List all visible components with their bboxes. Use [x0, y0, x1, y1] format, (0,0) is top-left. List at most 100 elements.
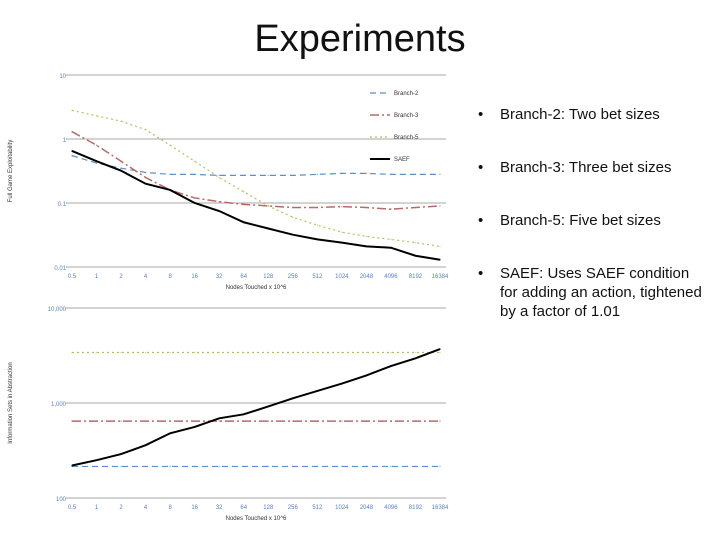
- chart-1-x-tick-label: 16384: [432, 505, 449, 511]
- chart-1-x-tick-label: 8192: [409, 505, 423, 511]
- chart-0-x-tick-label: 2: [119, 274, 123, 280]
- chart-0-x-tick-label: 16: [191, 274, 198, 280]
- chart-1-series-saef: [71, 348, 441, 467]
- chart-0-x-tick-label: 16384: [432, 274, 449, 280]
- chart-0-point-branch5: [120, 120, 122, 122]
- chart-0-series-saef: [71, 150, 441, 261]
- chart-1-x-tick-label: 16: [191, 505, 198, 511]
- chart-0-series-branch2: [71, 155, 440, 176]
- chart-1-point-saef: [341, 382, 343, 385]
- chart-0-point-branch5: [292, 216, 294, 218]
- chart-1-point-branch2: [365, 465, 368, 468]
- chart-0-point-branch3: [439, 205, 441, 207]
- chart-1-point-branch5: [193, 351, 196, 354]
- chart-0-x-tick-label: 1024: [335, 274, 349, 280]
- chart-1-point-saef: [292, 397, 294, 400]
- chart-1-point-saef: [414, 357, 417, 360]
- chart-1-point-branch2: [95, 465, 98, 468]
- chart-1-point-saef: [71, 464, 73, 467]
- chart-0-y-tick-label: 0.01: [54, 266, 66, 272]
- chart-1-point-branch3: [169, 420, 171, 422]
- chart-1-point-branch2: [292, 465, 294, 468]
- chart-1-point-branch3: [414, 420, 417, 422]
- chart-1-point-saef: [193, 426, 196, 428]
- chart-1-point-saef: [390, 365, 392, 367]
- chart-1-x-tick-label: 4096: [384, 505, 398, 511]
- chart-0-point-saef: [267, 227, 270, 230]
- chart-0-point-branch3: [341, 205, 343, 208]
- chart-1-x-tick-label: 8: [168, 505, 172, 511]
- chart-1-point-branch5: [242, 351, 245, 354]
- chart-1-point-branch3: [439, 420, 441, 422]
- chart-0-x-tick-label: 128: [263, 274, 274, 280]
- chart-1-point-branch2: [439, 465, 441, 468]
- chart-0-point-branch5: [144, 128, 147, 131]
- chart-1-point-branch2: [414, 465, 417, 468]
- chart-1-point-saef: [144, 444, 147, 446]
- chart-0-x-tick-label: 1: [95, 274, 99, 280]
- chart-1-point-branch2: [169, 465, 171, 468]
- chart-1-point-branch5: [341, 351, 343, 354]
- chart-0-point-branch2: [169, 173, 171, 176]
- chart-0-legend-label-branch5: Branch-5: [394, 135, 419, 141]
- chart-0-y-tick-label: 0.1: [58, 202, 67, 208]
- chart-1-point-branch5: [316, 351, 319, 354]
- chart-0-point-branch2: [242, 174, 245, 177]
- chart-0-x-tick-label: 256: [288, 274, 299, 280]
- chart-0-point-branch3: [120, 160, 122, 162]
- chart-0-x-tick-label: 4: [144, 274, 148, 280]
- chart-1-point-branch5: [218, 351, 220, 354]
- chart-0-point-branch3: [242, 203, 245, 206]
- bullet-branch-2: Branch-2: Two bet sizes: [470, 105, 710, 124]
- chart-1-point-branch5: [95, 351, 98, 354]
- chart-1-y-axis-title: Information Sets in Abstraction: [8, 362, 14, 443]
- chart-0-point-saef: [218, 210, 220, 212]
- chart-0-x-tick-label: 8: [168, 274, 172, 280]
- chart-0-point-branch5: [341, 231, 343, 233]
- chart-1-point-branch2: [341, 465, 343, 468]
- chart-0-y-tick-label: 10: [59, 74, 66, 80]
- chart-0-point-branch3: [218, 200, 220, 203]
- chart-1-x-tick-label: 32: [216, 505, 223, 511]
- chart-1-point-branch5: [390, 351, 392, 354]
- chart-1-point-branch3: [144, 420, 147, 422]
- bullet-saef: SAEF: Uses SAEF condition for adding an …: [470, 264, 710, 321]
- chart-0-point-branch2: [71, 154, 73, 157]
- chart-0-x-tick-label: 2048: [360, 274, 374, 280]
- chart-1-y-tick-label: 100: [56, 497, 67, 503]
- chart-0-point-branch5: [316, 224, 319, 226]
- chart-1-point-branch2: [267, 465, 270, 468]
- chart-0-point-branch2: [292, 174, 294, 177]
- chart-0-point-branch3: [316, 206, 319, 209]
- chart-1-point-saef: [120, 453, 122, 455]
- chart-0-point-saef: [71, 150, 73, 152]
- chart-0-point-branch2: [414, 173, 417, 176]
- chart-0-point-branch5: [439, 245, 441, 248]
- chart-0-legend-label-branch3: Branch-3: [394, 113, 419, 119]
- chart-0-point-branch3: [144, 176, 147, 179]
- chart-0-point-saef: [365, 245, 368, 248]
- chart-1-point-saef: [316, 390, 319, 392]
- chart-1-point-branch5: [414, 351, 417, 354]
- chart-0-legend-label-saef: SAEF: [394, 157, 410, 163]
- chart-0-point-branch3: [95, 144, 98, 147]
- chart-1-point-branch2: [316, 465, 319, 468]
- chart-1-point-saef: [439, 348, 441, 350]
- chart-1-point-branch5: [365, 351, 368, 354]
- chart-0-point-branch5: [242, 190, 245, 193]
- chart-1-x-axis-title: Nodes Touched x 10^6: [226, 516, 287, 522]
- chart-0-point-branch5: [365, 235, 368, 238]
- chart-1-point-branch3: [390, 420, 392, 422]
- chart-0-point-branch2: [341, 172, 343, 175]
- chart-0-point-branch2: [144, 171, 147, 174]
- chart-0-point-branch5: [71, 109, 73, 112]
- chart-0-point-saef: [292, 233, 294, 236]
- bullet-list: Branch-2: Two bet sizes Branch-3: Three …: [470, 105, 710, 355]
- chart-0-point-branch2: [267, 174, 270, 177]
- chart-1-point-branch2: [242, 465, 245, 468]
- chart-0-point-saef: [390, 246, 392, 249]
- bullet-branch-5: Branch-5: Five bet sizes: [470, 211, 710, 230]
- chart-1-point-branch3: [267, 420, 270, 422]
- chart-0-point-branch5: [169, 144, 171, 147]
